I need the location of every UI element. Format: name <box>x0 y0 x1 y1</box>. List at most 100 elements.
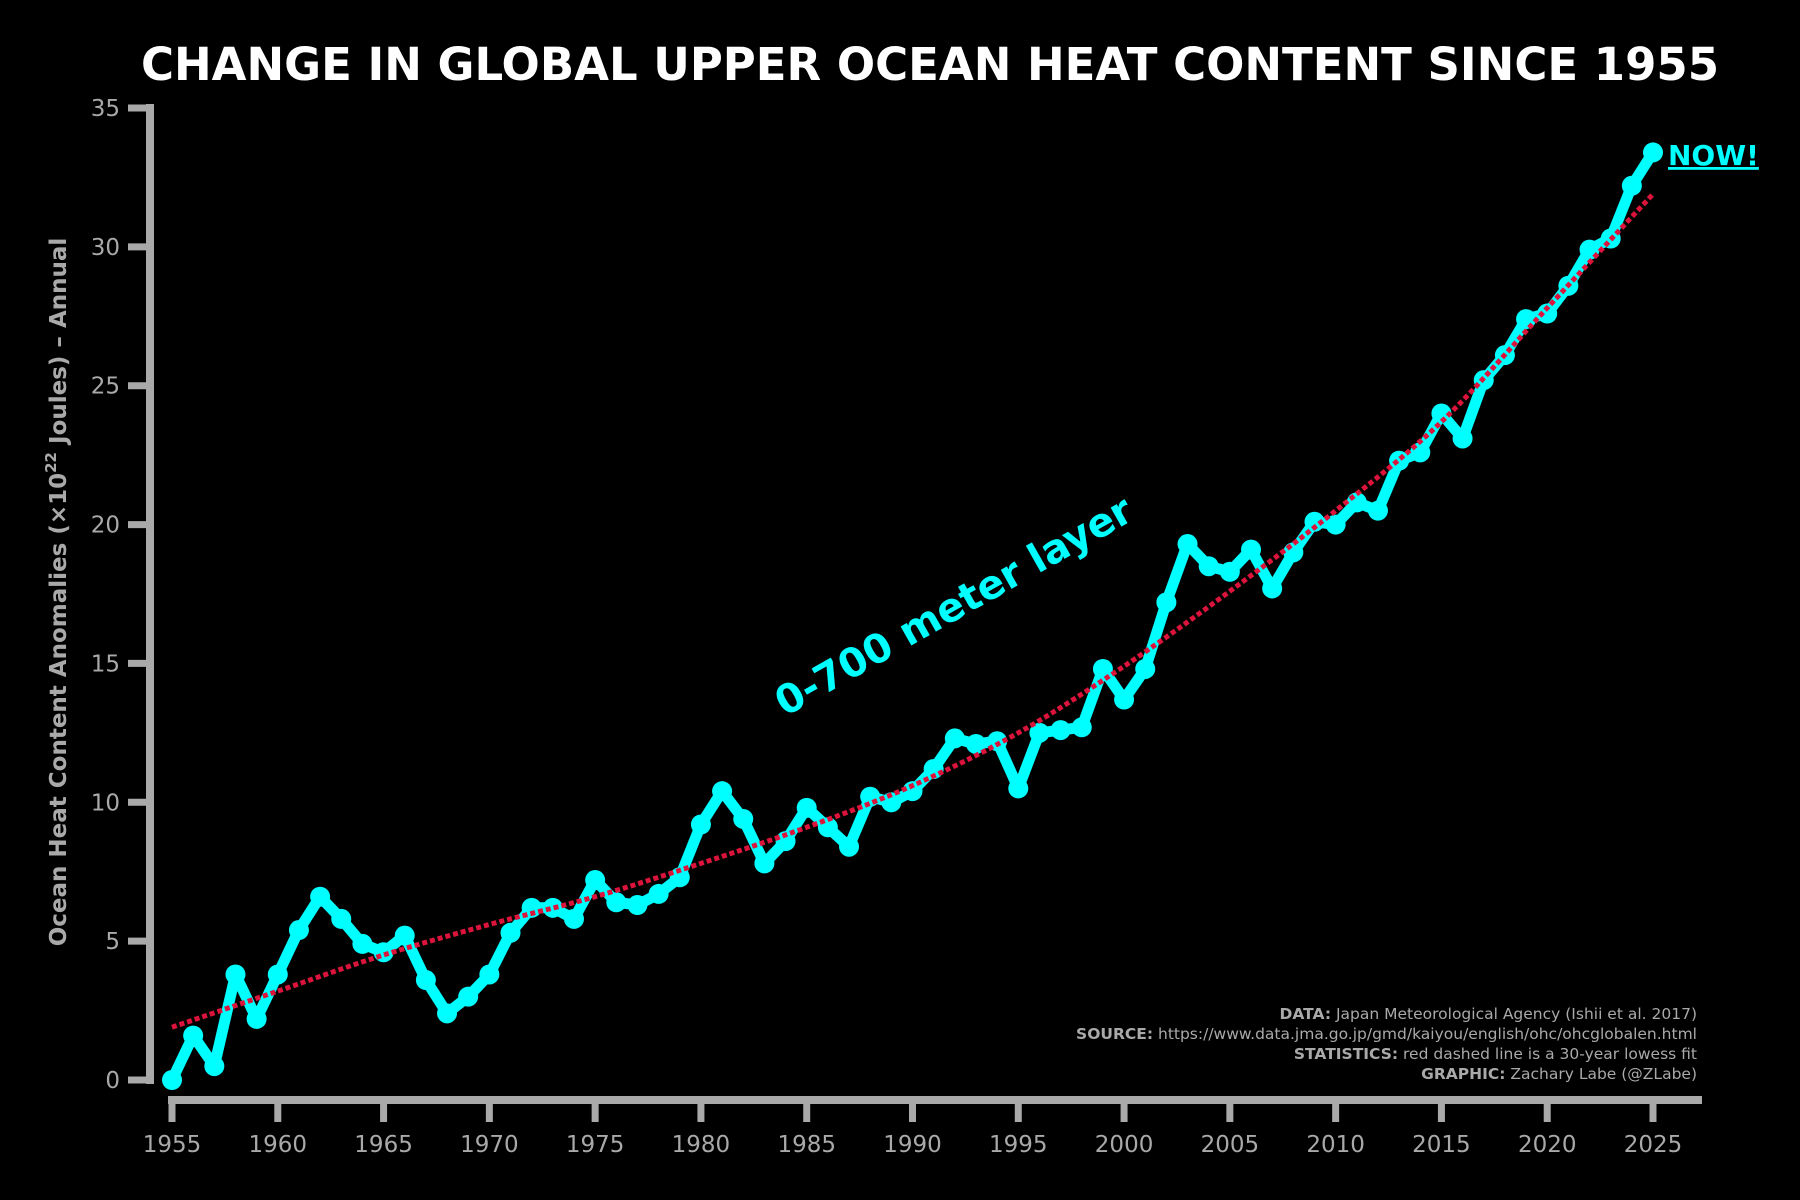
ohc-data-point <box>542 897 563 918</box>
y-axis-label: Ocean Heat Content Anomalies (×1022 Joul… <box>42 238 72 947</box>
ohc-data-point <box>712 781 733 802</box>
credit-source-text: https://www.data.jma.go.jp/gmd/kaiyou/en… <box>1153 1025 1697 1043</box>
x-tick-label: 2000 <box>1095 1132 1154 1158</box>
x-tick-label: 1995 <box>989 1132 1048 1158</box>
ohc-data-point <box>1241 539 1262 560</box>
ohc-data-point <box>648 883 669 904</box>
ohc-data-point <box>288 920 309 941</box>
credit-graphic-key: GRAPHIC: <box>1421 1065 1505 1083</box>
credit-source-key: SOURCE: <box>1076 1025 1153 1043</box>
series-lowess-trend <box>171 192 1655 1030</box>
credit-graphic-text: Zachary Labe (@ZLabe) <box>1505 1065 1697 1083</box>
credit-data-text: Japan Meteorological Agency (Ishii et al… <box>1331 1005 1697 1023</box>
credit-data: DATA: Japan Meteorological Agency (Ishii… <box>1280 1005 1697 1023</box>
ohc-data-point <box>373 942 394 963</box>
chart-title: CHANGE IN GLOBAL UPPER OCEAN HEAT CONTEN… <box>141 38 1719 91</box>
y-axis: 0 5 10 15 20 25 30 35 <box>91 96 154 1094</box>
ohc-data-point <box>1283 542 1304 563</box>
x-tick-label: 1965 <box>354 1132 413 1158</box>
credit-statistics-key: STATISTICS: <box>1294 1045 1398 1063</box>
ohc-data-point <box>881 792 902 813</box>
x-tick-label: 2005 <box>1201 1132 1260 1158</box>
ohc-data-point <box>437 1003 458 1024</box>
x-axis: 1955 1960 1965 1970 1975 1980 1985 1990 1995 2000… <box>143 1096 1702 1158</box>
ohc-data-point <box>1135 658 1156 679</box>
ohc-data-point <box>1643 142 1663 163</box>
y-tick-label: 5 <box>105 929 120 955</box>
y-tick-label: 30 <box>91 235 120 261</box>
credit-data-key: DATA: <box>1280 1005 1332 1023</box>
x-tick-label: 2020 <box>1518 1132 1577 1158</box>
ohc-data-point <box>1156 592 1177 613</box>
ohc-data-point <box>1537 303 1558 324</box>
y-tick-label: 10 <box>91 790 120 816</box>
series-ohc-line <box>162 142 1663 1090</box>
ohc-data-point <box>415 970 436 991</box>
ohc-data-point <box>1198 556 1219 577</box>
ohc-data-point <box>1621 175 1642 196</box>
ohc-data-point <box>1114 689 1135 710</box>
now-annotation: NOW! <box>1668 139 1759 172</box>
ohc-data-point <box>479 964 500 985</box>
y-axis-label-tail: Joules) – Annual <box>46 238 72 452</box>
y-tick-label: 20 <box>91 513 120 539</box>
ohc-data-point <box>1367 500 1388 521</box>
lowess-trend-line <box>171 192 1655 1030</box>
x-tick-label: 1955 <box>143 1132 202 1158</box>
credit-statistics-text: red dashed line is a 30-year lowess fit <box>1398 1045 1697 1063</box>
ohc-data-point <box>690 814 711 835</box>
ohc-data-point <box>627 895 648 916</box>
ohc-data-point <box>1452 428 1473 449</box>
x-tick-label: 1960 <box>249 1132 308 1158</box>
credit-graphic: GRAPHIC: Zachary Labe (@ZLabe) <box>1421 1065 1697 1083</box>
ohc-data-point <box>902 781 923 802</box>
ohc-data-point <box>500 922 521 943</box>
y-axis-label-exponent: 22 <box>42 452 60 473</box>
ohc-data-point <box>733 808 754 829</box>
x-tick-label: 1975 <box>566 1132 625 1158</box>
ohc-data-point <box>458 986 479 1007</box>
ohc-data-point <box>754 853 775 874</box>
ohc-data-point <box>1050 720 1071 741</box>
ohc-data-point <box>965 733 986 754</box>
credit-source: SOURCE: https://www.data.jma.go.jp/gmd/k… <box>1076 1025 1697 1043</box>
ohc-data-point <box>162 1070 182 1090</box>
y-tick-label: 25 <box>91 374 120 400</box>
ohc-data-point <box>1071 717 1092 738</box>
ohc-data-point <box>839 836 860 857</box>
ohc-data-point <box>563 908 584 929</box>
y-tick-label: 0 <box>105 1068 120 1094</box>
ohc-data-point <box>1092 658 1113 679</box>
ohc-data-point <box>246 1008 267 1029</box>
ohc-data-point <box>1304 511 1325 532</box>
ohc-data-point <box>183 1025 204 1046</box>
ohc-data-point <box>944 728 965 749</box>
ohc-data-point <box>1325 514 1346 535</box>
ohc-data-point <box>1029 722 1050 743</box>
ohc-data-point <box>310 886 331 907</box>
ohc-data-point <box>1008 778 1029 799</box>
x-tick-label: 1970 <box>460 1132 519 1158</box>
x-tick-label: 2025 <box>1624 1132 1683 1158</box>
ohc-data-point <box>1262 578 1283 599</box>
x-tick-label: 2015 <box>1412 1132 1471 1158</box>
credits-block: DATA: Japan Meteorological Agency (Ishii… <box>1076 1005 1697 1083</box>
ohc-data-point <box>1219 561 1240 582</box>
ohc-data-point <box>267 964 288 985</box>
credit-statistics: STATISTICS: red dashed line is a 30-year… <box>1294 1045 1697 1063</box>
x-tick-label: 1990 <box>883 1132 942 1158</box>
y-tick-label: 15 <box>91 651 120 677</box>
ohc-data-point <box>796 797 817 818</box>
ohc-data-point <box>1389 450 1410 471</box>
ohc-data-point <box>1431 403 1452 424</box>
ohc-data-point <box>669 867 690 888</box>
y-tick-label: 35 <box>91 96 120 122</box>
x-tick-label: 1980 <box>672 1132 731 1158</box>
ohc-data-point <box>606 892 627 913</box>
ohc-data-point <box>331 908 352 929</box>
ohc-data-point <box>1346 492 1367 513</box>
ohc-data-point <box>585 870 606 891</box>
y-axis-label-main: Ocean Heat Content Anomalies (×10 <box>46 473 72 946</box>
ohc-data-point <box>352 933 373 954</box>
